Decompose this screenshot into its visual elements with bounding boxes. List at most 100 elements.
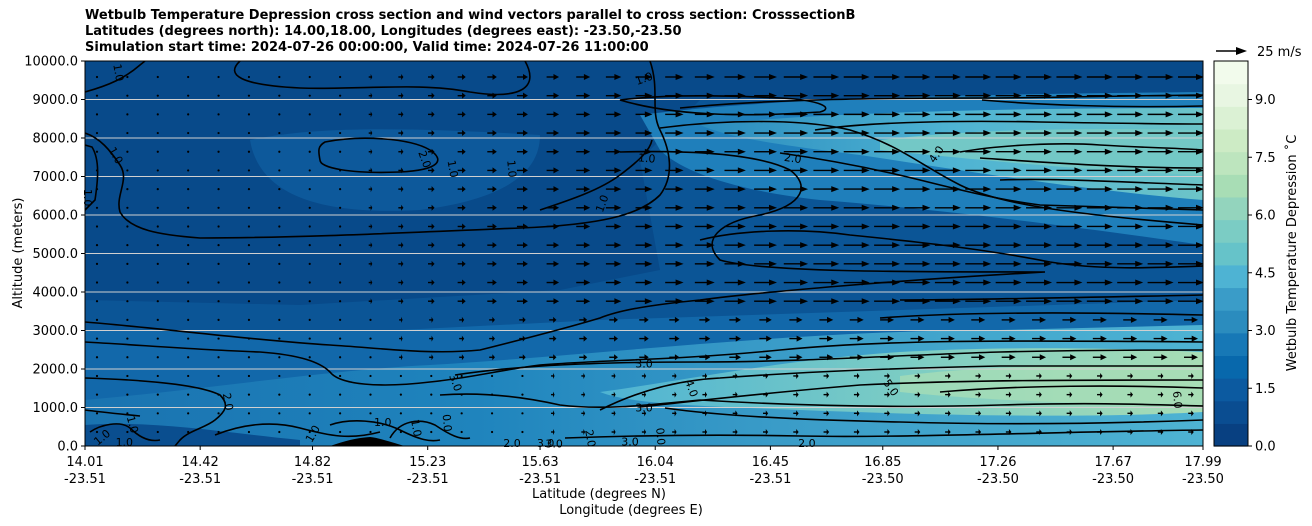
wind-vector <box>521 374 524 378</box>
wind-vector <box>995 186 1022 193</box>
wind-vector <box>308 188 311 191</box>
wind-vector <box>549 316 557 323</box>
wind-vector <box>429 335 434 342</box>
wind-vector <box>1086 298 1113 305</box>
wind-vector <box>694 130 715 137</box>
wind-vector <box>217 262 220 265</box>
wind-vector <box>398 223 404 230</box>
wind-vector <box>457 260 466 267</box>
wind-vector <box>732 429 738 435</box>
wind-vector <box>308 150 311 153</box>
wind-vector <box>754 298 777 305</box>
wind-vector <box>635 74 653 80</box>
wind-vector <box>965 111 992 118</box>
wind-vector <box>339 393 342 396</box>
wind-vector <box>308 206 311 209</box>
wind-vector <box>247 393 251 396</box>
wind-vector <box>278 300 281 303</box>
wind-vector <box>1117 279 1144 286</box>
wind-vector <box>635 92 653 99</box>
wind-vector <box>187 318 190 321</box>
wind-vector <box>732 372 738 379</box>
wind-vector <box>126 318 129 321</box>
wind-vector <box>457 279 466 286</box>
wind-vector <box>605 260 622 267</box>
wind-vector <box>783 298 809 305</box>
wind-vector <box>156 412 159 415</box>
colorbar-tick-label: 1.5 <box>1255 382 1276 397</box>
y-tick-label: 4000.0 <box>33 286 79 301</box>
wind-vector <box>965 279 992 286</box>
wind-vector <box>187 262 190 265</box>
wind-vector <box>339 412 342 415</box>
wind-vector <box>934 186 961 193</box>
wind-vector <box>975 372 982 379</box>
wind-vector <box>665 74 684 80</box>
wind-vector <box>762 410 769 417</box>
wind-vector <box>156 75 159 79</box>
wind-vector <box>732 391 738 398</box>
wind-vector <box>459 316 465 323</box>
wind-vector <box>516 279 528 286</box>
wind-vector <box>95 281 99 284</box>
x-tick-label-lon: -23.51 <box>64 472 106 487</box>
contour-line <box>879 312 1203 319</box>
wind-vector <box>694 298 715 305</box>
wind-vector <box>187 113 190 116</box>
wind-vector <box>126 356 129 359</box>
wind-vector <box>339 318 342 321</box>
colorbar-swatch <box>1214 196 1248 221</box>
wind-vector <box>934 130 961 137</box>
wind-vector <box>399 335 403 342</box>
contour-label: 3.0 <box>537 437 555 450</box>
wind-vector <box>874 223 901 230</box>
wind-vector <box>641 391 647 398</box>
wind-vector <box>576 223 591 230</box>
contour-line <box>999 178 1203 186</box>
wind-vector <box>460 430 463 434</box>
wind-vector <box>339 131 342 135</box>
wind-vector <box>278 374 281 378</box>
wind-vector <box>914 372 921 379</box>
wind-vector <box>843 204 870 211</box>
wind-vector <box>278 412 281 415</box>
wind-vector <box>904 111 931 118</box>
wind-vector <box>605 204 622 211</box>
wind-vector <box>546 186 560 193</box>
wind-vector <box>156 206 159 209</box>
wind-vector <box>398 204 404 211</box>
wind-vector <box>665 204 684 211</box>
wind-vector <box>783 204 809 211</box>
wind-vector <box>1026 130 1053 137</box>
wind-vector <box>904 167 931 174</box>
wind-vector <box>579 335 588 342</box>
contour-label: 2.0 <box>783 151 802 166</box>
wind-vector <box>308 169 311 172</box>
wind-vector <box>1005 429 1012 435</box>
x-tick-label-lon: -23.51 <box>634 472 676 487</box>
wind-vector <box>1092 316 1107 323</box>
wind-vector <box>308 430 311 434</box>
wind-vector <box>702 372 708 379</box>
wind-vector <box>368 242 373 249</box>
wind-vector <box>430 412 433 415</box>
wind-vector <box>368 111 373 118</box>
wind-vector <box>635 148 653 155</box>
wind-vector <box>546 111 560 118</box>
wind-vector <box>1032 316 1047 323</box>
wind-vector <box>516 92 528 99</box>
wind-vector <box>1005 391 1012 398</box>
field-left-patch <box>250 129 540 211</box>
wind-vector <box>308 300 311 303</box>
wind-vector <box>95 75 99 79</box>
wind-vector <box>487 223 497 230</box>
wind-vector <box>699 335 711 342</box>
wind-vector <box>516 204 528 211</box>
wind-vector <box>308 131 311 135</box>
wind-vector <box>427 298 435 305</box>
wind-vector <box>516 111 528 118</box>
wind-vector <box>874 186 901 193</box>
wind-vector <box>611 391 616 398</box>
wind-vector <box>339 225 342 228</box>
wind-vector <box>724 260 746 267</box>
